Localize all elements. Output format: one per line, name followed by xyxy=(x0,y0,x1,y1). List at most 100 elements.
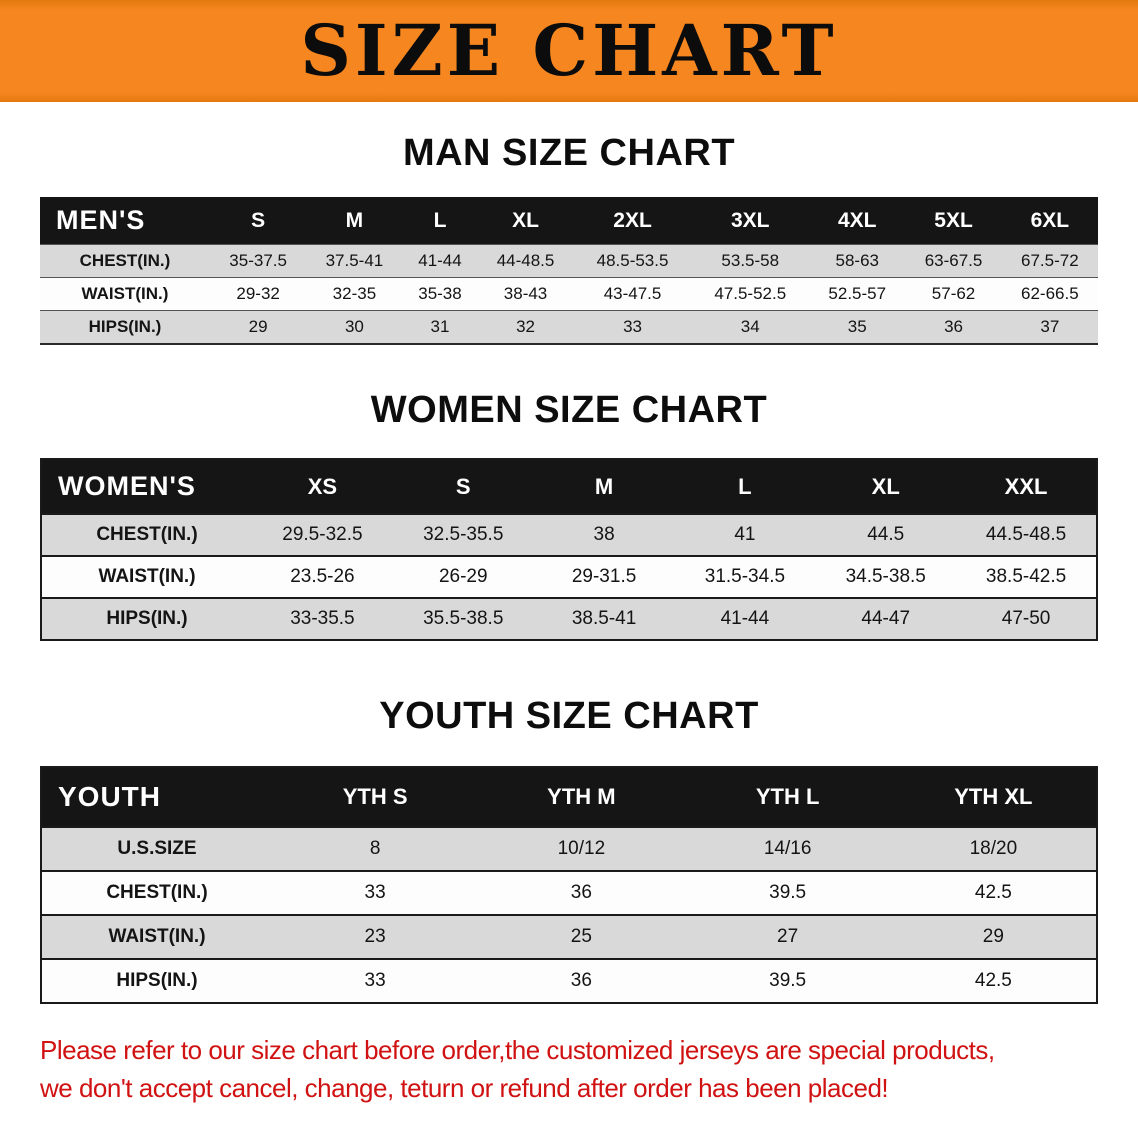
cell-value: 23 xyxy=(364,926,386,947)
size-table: WOMEN'S XS S M L XL XXL CHEST(IN.) 29.5-32.5 32.… xyxy=(40,458,1098,641)
cell-value: 30 xyxy=(344,317,364,336)
cell-value: 44.5 xyxy=(867,524,905,545)
cell-value: 25 xyxy=(570,926,592,947)
cell-value: 47-50 xyxy=(1001,608,1051,629)
cell-value: 35.5-38.5 xyxy=(423,608,504,629)
disclaimer: Please refer to our size chart before or… xyxy=(40,1032,1098,1107)
cell-value: 26-29 xyxy=(438,566,488,587)
cell-value: 39.5 xyxy=(769,882,807,903)
table-row: WAIST(IN.) 29-32 32-35 35-38 38-43 43-47.5 47.… xyxy=(40,277,1098,311)
cell-value: 48.5-53.5 xyxy=(596,251,669,270)
row-label: WAIST(IN.) xyxy=(108,926,206,947)
row-label: HIPS(IN.) xyxy=(116,970,198,991)
cell-value: 32 xyxy=(516,317,535,336)
disclaimer-line-1: Please refer to our size chart before or… xyxy=(40,1035,995,1065)
cell-value: 67.5-72 xyxy=(1021,251,1079,270)
table-row: WAIST(IN.) 23 25 27 29 xyxy=(41,915,1097,959)
size-column-header: 4XL xyxy=(837,208,877,232)
section-heading: WOMEN SIZE CHART xyxy=(370,389,768,431)
cell-value: 44-48.5 xyxy=(496,251,555,270)
cell-value: 36 xyxy=(944,317,963,336)
cell-value: 38 xyxy=(593,524,615,545)
cell-value: 23.5-26 xyxy=(290,566,355,587)
size-column-header: 5XL xyxy=(934,208,973,232)
cell-value: 34.5-38.5 xyxy=(845,566,926,587)
size-column-header: YTH XL xyxy=(954,784,1033,809)
row-label: HIPS(IN.) xyxy=(106,608,188,629)
cell-value: 29 xyxy=(248,317,268,336)
cell-value: 10/12 xyxy=(557,838,606,859)
cell-value: 36 xyxy=(570,882,592,903)
cell-value: 38.5-41 xyxy=(571,608,637,629)
cell-value: 52.5-57 xyxy=(828,284,887,303)
row-label: U.S.SIZE xyxy=(117,838,197,859)
size-column-header: XXL xyxy=(1004,473,1048,499)
cell-value: 63-67.5 xyxy=(924,251,983,270)
cell-value: 33 xyxy=(623,317,642,336)
cell-value: 37.5-41 xyxy=(325,251,384,270)
table-corner-label: WOMEN'S xyxy=(58,471,196,501)
cell-value: 38-43 xyxy=(503,284,548,303)
row-label: WAIST(IN.) xyxy=(98,566,196,587)
size-table: YOUTH YTH S YTH M YTH L YTH XL U.S.SIZE 8 10/1… xyxy=(40,766,1098,1004)
cell-value: 41 xyxy=(734,524,756,545)
cell-value: 62-66.5 xyxy=(1021,284,1079,303)
cell-value: 33 xyxy=(364,970,386,991)
size-column-header: XL xyxy=(512,208,539,232)
banner: SIZE CHART xyxy=(0,0,1138,102)
disclaimer-line-2: we don't accept cancel, change, teturn o… xyxy=(40,1072,889,1103)
table-row: CHEST(IN.) 33 36 39.5 42.5 xyxy=(41,871,1097,915)
size-column-header: YTH L xyxy=(755,784,820,809)
cell-value: 38.5-42.5 xyxy=(985,566,1067,587)
cell-value: 41-44 xyxy=(720,608,770,629)
cell-value: 32-35 xyxy=(332,284,377,303)
cell-value: 37 xyxy=(1040,317,1060,336)
cell-value: 47.5-52.5 xyxy=(714,284,787,303)
table-corner-label: YOUTH xyxy=(58,781,161,812)
cell-value: 35 xyxy=(847,317,867,336)
row-label: CHEST(IN.) xyxy=(106,882,208,903)
row-label: CHEST(IN.) xyxy=(79,251,171,270)
table-header-row: YOUTH YTH S YTH M YTH L YTH XL xyxy=(41,767,1097,827)
size-column-header: L xyxy=(433,208,447,232)
cell-value: 8 xyxy=(369,838,381,859)
cell-value: 42.5 xyxy=(974,970,1012,991)
row-label: WAIST(IN.) xyxy=(81,284,169,303)
cell-value: 29 xyxy=(982,926,1004,947)
size-column-header: 2XL xyxy=(613,208,652,232)
table-row: CHEST(IN.) 35-37.5 37.5-41 41-44 44-48.5 48.5… xyxy=(40,244,1098,278)
cell-value: 29.5-32.5 xyxy=(282,524,363,545)
section-man-size-chart: MAN SIZE CHART MEN'S S M L XL 2XL 3XL 4XL 5XL 6XL… xyxy=(0,132,1138,345)
cell-value: 42.5 xyxy=(974,882,1012,903)
table-header-row: MEN'S S M L XL 2XL 3XL 4XL 5XL 6XL xyxy=(40,197,1098,245)
cell-value: 36 xyxy=(570,970,592,991)
size-column-header: L xyxy=(738,473,752,499)
size-column-header: S xyxy=(251,208,266,232)
cell-value: 33 xyxy=(364,882,386,903)
table-row: CHEST(IN.) 29.5-32.5 32.5-35.5 38 41 44.5 44.5… xyxy=(41,514,1097,556)
cell-value: 32.5-35.5 xyxy=(423,524,504,545)
size-column-header: YTH S xyxy=(342,784,408,809)
size-column-header: YTH M xyxy=(547,784,616,809)
table-corner-label: MEN'S xyxy=(56,205,146,235)
cell-value: 31 xyxy=(430,317,450,336)
cell-value: 53.5-58 xyxy=(721,251,780,270)
size-table: MEN'S S M L XL 2XL 3XL 4XL 5XL 6XL CHEST(IN.) 35-3… xyxy=(40,197,1098,345)
table-row: WAIST(IN.) 23.5-26 26-29 29-31.5 31.5-34.5 34… xyxy=(41,556,1097,598)
size-column-header: M xyxy=(345,208,364,232)
banner-title: SIZE CHART xyxy=(300,9,838,92)
cell-value: 35-37.5 xyxy=(229,251,287,270)
size-column-header: S xyxy=(455,473,471,499)
table-row: HIPS(IN.) 33-35.5 35.5-38.5 38.5-41 41-44 44-… xyxy=(41,598,1097,640)
cell-value: 29-32 xyxy=(236,284,280,303)
section-youth-size-chart: YOUTH SIZE CHART YOUTH YTH S YTH M YTH L YTH… xyxy=(0,695,1138,1004)
size-column-header: M xyxy=(594,473,614,499)
section-women-size-chart: WOMEN SIZE CHART WOMEN'S XS S M L XL XXL CHEST… xyxy=(0,389,1138,641)
cell-value: 44-47 xyxy=(861,608,911,629)
cell-value: 43-47.5 xyxy=(603,284,662,303)
cell-value: 33-35.5 xyxy=(290,608,355,629)
cell-value: 18/20 xyxy=(969,838,1018,859)
table-row: HIPS(IN.) 29 30 31 32 33 34 35 36 37 xyxy=(40,310,1098,344)
table-header-row: WOMEN'S XS S M L XL XXL xyxy=(41,459,1097,514)
